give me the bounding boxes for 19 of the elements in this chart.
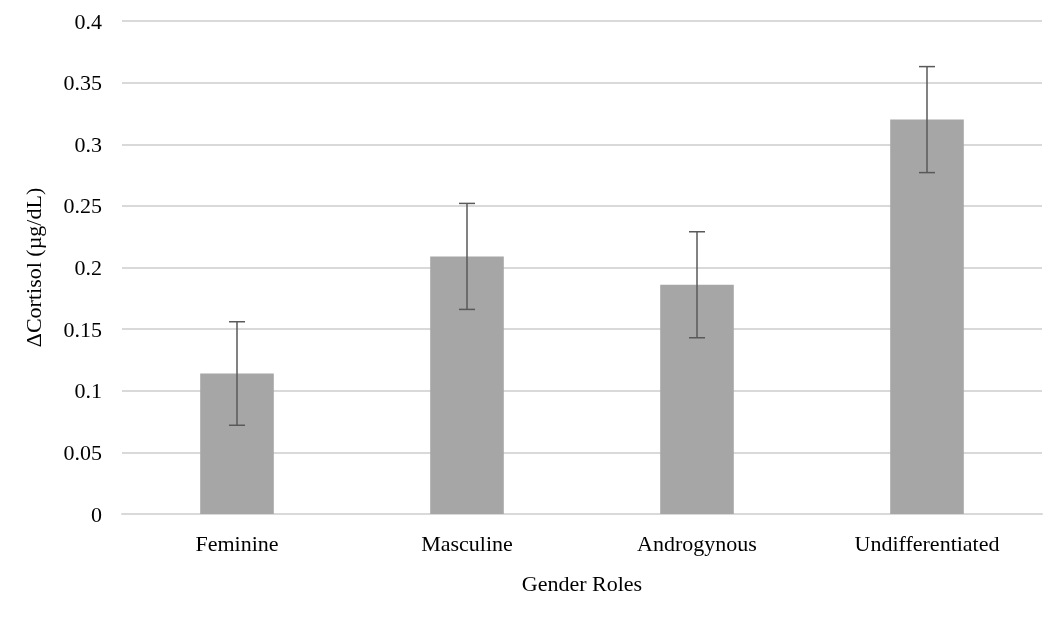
y-tick-label: 0.15 xyxy=(63,316,102,342)
y-tick-label: 0.4 xyxy=(74,8,102,34)
bar xyxy=(660,284,734,514)
x-tick-label: Androgynous xyxy=(637,530,757,556)
x-tick-label: Feminine xyxy=(195,530,279,556)
y-tick-label: 0.2 xyxy=(74,255,102,280)
y-tick-label: 0.1 xyxy=(74,378,102,404)
y-tick-label: 0.35 xyxy=(63,70,102,96)
y-axis-title: ΔCortisol (µg/dL) xyxy=(20,187,46,348)
y-tick-label: 0 xyxy=(91,501,102,527)
y-tick-label: 0.25 xyxy=(63,193,102,219)
bar xyxy=(200,373,274,514)
bar xyxy=(430,256,504,514)
x-axis-title: Gender Roles xyxy=(521,570,643,596)
y-tick-label: 0.05 xyxy=(63,439,102,465)
bar xyxy=(890,119,964,514)
x-tick-label: Undifferentiated xyxy=(854,530,1000,556)
x-tick-label: Masculine xyxy=(421,530,513,556)
y-tick-label: 0.3 xyxy=(74,131,102,157)
